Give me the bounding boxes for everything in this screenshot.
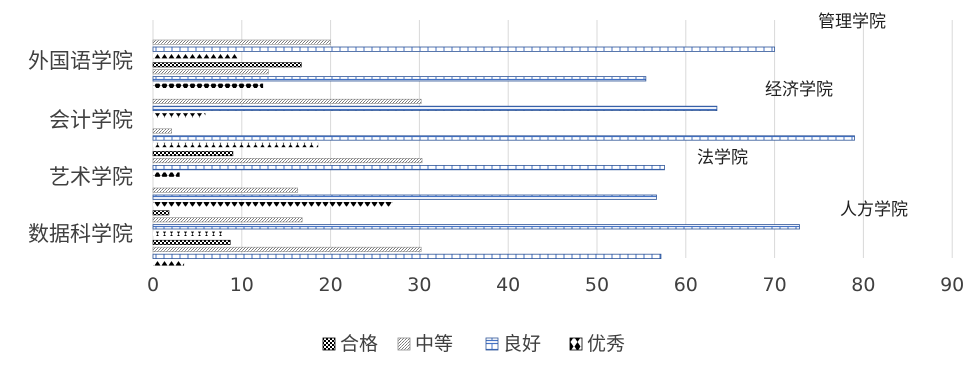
bars	[152, 39, 855, 266]
bar-lianghao	[152, 76, 647, 82]
bar-lianghao	[152, 105, 718, 111]
group-annotation: 法学院	[697, 148, 748, 168]
group-annotation: 人方学院	[840, 200, 908, 220]
bar-lianghao	[152, 46, 775, 52]
legend-swatch-hege	[322, 337, 336, 351]
bar-zhongdeng	[152, 246, 422, 252]
legend-label-hege: 合格	[340, 333, 378, 355]
legend-label-lianghao: 良好	[503, 333, 541, 355]
legend-swatch-zhongdeng	[397, 337, 411, 351]
x-tick-label: 60	[674, 274, 698, 296]
bar-youxiu	[153, 83, 264, 88]
bar-youxiu	[153, 261, 185, 266]
y-category-label: 数据科学院	[28, 222, 133, 246]
bar-zhongdeng	[152, 128, 172, 134]
x-tick-label: 70	[763, 274, 787, 296]
group-annotation: 经济学院	[765, 80, 833, 100]
bar-zhongdeng	[152, 187, 299, 193]
legend-label-zhongdeng: 中等	[415, 333, 453, 355]
bar-zhongdeng	[152, 69, 269, 75]
legend-label-youxiu: 优秀	[587, 333, 625, 355]
y-category-label: 艺术学院	[49, 165, 133, 189]
y-category-label: 外国语学院	[28, 49, 133, 73]
bar-hege	[152, 62, 302, 68]
bar-zhongdeng	[152, 158, 423, 164]
x-tick-label: 80	[851, 274, 875, 296]
bar-youxiu	[153, 113, 206, 118]
legend-swatch-lianghao	[485, 337, 499, 351]
bar-youxiu	[153, 54, 238, 59]
bar-youxiu	[153, 231, 225, 236]
group-annotation: 管理学院	[818, 12, 886, 32]
bar-lianghao	[152, 194, 657, 200]
legend-swatch-youxiu	[569, 337, 583, 351]
legend: 合格 中等 良好 优秀	[322, 333, 625, 355]
bar-lianghao	[152, 164, 665, 171]
bar-lianghao	[152, 253, 662, 259]
bar-zhongdeng	[152, 39, 331, 45]
bar-hege	[152, 210, 170, 216]
x-tick-label: 50	[585, 274, 609, 296]
bar-youxiu	[153, 202, 393, 207]
bar-youxiu	[153, 142, 319, 148]
bar-zhongdeng	[152, 217, 303, 223]
x-tick-label: 40	[496, 274, 520, 296]
bar-lianghao	[152, 135, 855, 141]
x-tick-label: 10	[230, 274, 254, 296]
y-category-label: 会计学院	[49, 108, 133, 132]
x-tick-label: 0	[147, 274, 159, 296]
bar-hege	[152, 151, 234, 157]
x-tick-label: 20	[319, 274, 343, 296]
bar-youxiu	[153, 172, 180, 177]
x-tick-label: 90	[940, 274, 964, 296]
bar-lianghao	[152, 224, 800, 230]
bar-hege	[152, 239, 231, 245]
bar-zhongdeng	[152, 98, 422, 104]
x-tick-label: 30	[407, 274, 431, 296]
